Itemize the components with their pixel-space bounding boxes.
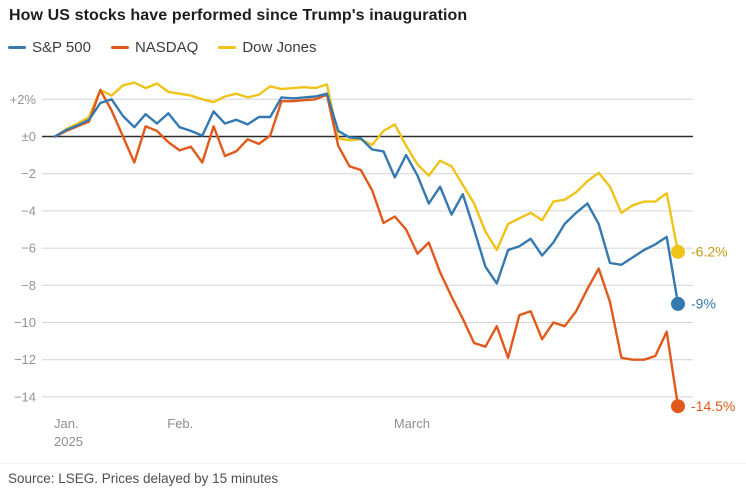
legend-item-dowjones: Dow Jones bbox=[218, 39, 317, 56]
end-dot-dow-jones bbox=[671, 244, 685, 259]
legend-swatch-nasdaq bbox=[110, 45, 129, 50]
legend-swatch-sp500 bbox=[8, 45, 26, 50]
y-axis-label: +2% bbox=[10, 92, 37, 107]
legend-item-sp500: S&P 500 bbox=[8, 39, 91, 56]
y-axis-label: −10 bbox=[14, 315, 36, 330]
y-axis-label: −2 bbox=[21, 166, 36, 181]
series-line-dow-jones bbox=[53, 81, 680, 254]
legend-swatch-dowjones bbox=[218, 45, 237, 50]
end-label-nasdaq: -14.5% bbox=[691, 398, 735, 414]
y-axis-label: −14 bbox=[14, 389, 36, 404]
x-axis-label: Jan. bbox=[54, 416, 79, 431]
end-label-s-p-500: -9% bbox=[691, 296, 716, 312]
y-axis-label: ±0 bbox=[22, 129, 36, 144]
legend: S&P 500 NASDAQ Dow Jones bbox=[8, 39, 317, 56]
end-label-dow-jones: -6.2% bbox=[691, 244, 728, 260]
end-dot-s-p-500 bbox=[671, 296, 685, 311]
series-line-s-p-500 bbox=[53, 92, 680, 306]
y-axis-label: −6 bbox=[21, 241, 36, 256]
x-axis-sublabel: 2025 bbox=[54, 434, 83, 449]
chart-title: How US stocks have performed since Trump… bbox=[9, 7, 468, 24]
legend-item-nasdaq: NASDAQ bbox=[110, 39, 199, 56]
performance-chart: +2% ±0 −2 −4 −6 −8 −10 −12 −14 Jan. 2025 Feb. March -… bbox=[10, 81, 735, 449]
footer-divider bbox=[0, 463, 746, 464]
y-axis-label: −12 bbox=[14, 352, 36, 367]
y-axis-label: −8 bbox=[21, 278, 36, 293]
x-axis-label: Feb. bbox=[167, 416, 193, 431]
legend-label-sp500: S&P 500 bbox=[32, 39, 91, 56]
series-line-nasdaq bbox=[53, 88, 680, 408]
x-axis-label: March bbox=[394, 416, 430, 431]
end-dot-nasdaq bbox=[671, 399, 685, 414]
legend-label-nasdaq: NASDAQ bbox=[134, 39, 199, 56]
source-note: Source: LSEG. Prices delayed by 15 minut… bbox=[8, 471, 279, 486]
legend-label-dowjones: Dow Jones bbox=[242, 39, 317, 56]
y-axis-label: −4 bbox=[21, 203, 36, 218]
